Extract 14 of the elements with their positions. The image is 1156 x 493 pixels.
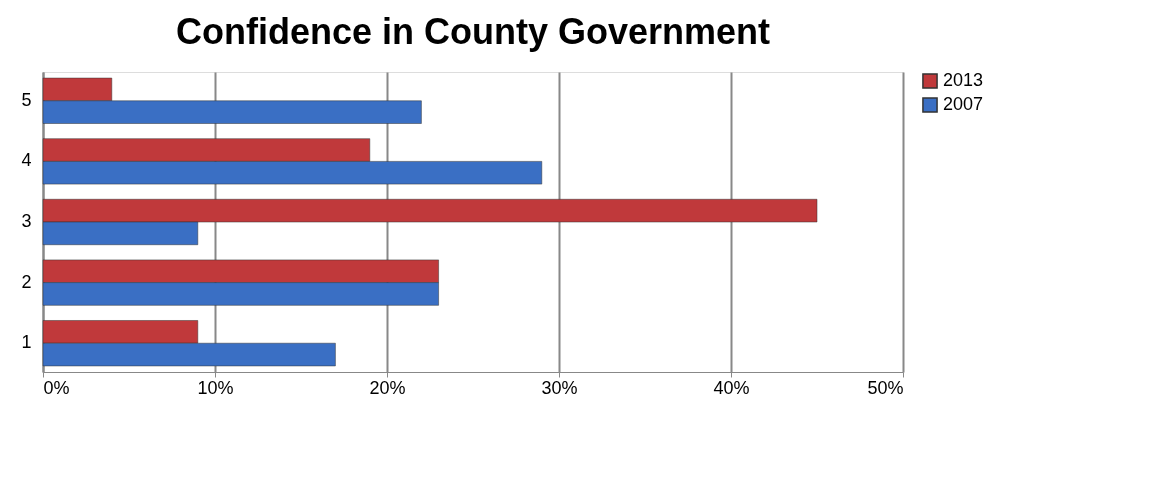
y-tick-label: 4: [21, 150, 32, 171]
legend-label: 2013: [943, 70, 984, 90]
x-tick-label: 10%: [197, 377, 234, 398]
y-tick-label: 2: [21, 271, 32, 292]
legend-label: 2007: [943, 94, 984, 114]
x-tick-label: 40%: [713, 377, 750, 398]
x-tick-label: 30%: [541, 377, 578, 398]
x-tick-label: 20%: [369, 377, 406, 398]
chart-title: Confidence in County Government: [175, 11, 771, 52]
y-tick-label: 1: [21, 332, 32, 353]
x-tick-label: 0%: [43, 377, 70, 398]
y-tick-label: 5: [21, 89, 32, 110]
x-tick-label: 50%: [867, 377, 904, 398]
y-tick-label: 3: [21, 211, 32, 231]
